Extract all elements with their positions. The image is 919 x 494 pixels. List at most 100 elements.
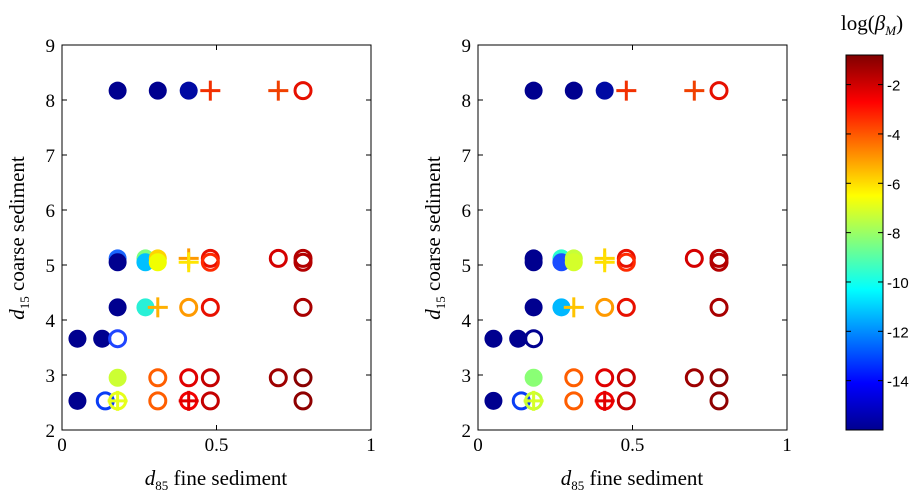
left-panel: 0 0.5 1 2 3 4 5 6 7 8 9 d85 fine sediment d15 coar…	[5, 36, 376, 493]
left-point-open	[200, 368, 220, 388]
left-scatter-points	[68, 80, 313, 411]
left-point-filled	[108, 253, 127, 272]
left-point-filled	[136, 298, 155, 317]
colorbar-tick-label: -14	[887, 374, 909, 391]
right-point-plus	[523, 390, 544, 411]
left-point-open	[293, 252, 313, 272]
left-ytick-label: 9	[46, 36, 56, 57]
colorbar-tick-label: -2	[887, 78, 900, 95]
left-point-filled	[179, 81, 198, 100]
left-xtick-label: 0	[57, 435, 67, 456]
right-panel: 0 0.5 1 2 3 4 5 6 7 8 9 d85 fine sediment d15 coar…	[421, 36, 792, 493]
right-point-filled	[524, 298, 543, 317]
left-point-open	[179, 297, 199, 317]
right-point-plus	[594, 390, 615, 411]
left-point-open	[148, 368, 168, 388]
right-ytick-label: 2	[462, 421, 472, 442]
left-xtick-label: 0.5	[205, 435, 229, 456]
right-point-filled	[524, 253, 543, 272]
right-point-plus	[563, 297, 584, 318]
left-xtick-label: 1	[366, 435, 376, 456]
right-ytick-label: 3	[462, 366, 472, 387]
left-point-open	[108, 329, 128, 349]
right-xtick-label: 0.5	[621, 435, 645, 456]
left-point-open	[293, 81, 313, 101]
right-point-open	[709, 297, 729, 317]
left-point-plus	[147, 297, 168, 318]
left-point-filled	[68, 391, 87, 410]
right-axis-ticks: 0 0.5 1 2 3 4 5 6 7 8 9	[462, 36, 792, 456]
right-point-filled	[484, 329, 503, 348]
left-point-open	[268, 248, 288, 268]
left-point-filled	[148, 253, 167, 272]
left-ytick-label: 6	[46, 201, 56, 222]
left-point-open	[148, 391, 168, 411]
left-point-open	[200, 252, 220, 272]
right-plot-area	[477, 44, 788, 431]
left-point-plus	[200, 80, 221, 101]
right-xtick-label: 0	[473, 435, 483, 456]
left-point-filled	[68, 329, 87, 348]
left-ytick-label: 7	[46, 146, 56, 167]
left-point-filled	[108, 368, 127, 387]
right-xtick-label: 1	[782, 435, 792, 456]
colorbar-tick-label: -10	[887, 275, 909, 292]
left-xlabel: d85 fine sediment	[145, 466, 288, 493]
right-point-open	[564, 368, 584, 388]
colorbar-tick-label: -8	[887, 226, 900, 243]
left-point-open	[293, 368, 313, 388]
left-ylabel: d15 coarse sediment	[5, 156, 32, 320]
right-point-open	[564, 391, 584, 411]
right-point-filled	[484, 391, 503, 410]
right-point-filled	[564, 81, 583, 100]
left-axis-ticks: 0 0.5 1 2 3 4 5 6 7 8 9	[46, 36, 376, 456]
left-ytick-label: 8	[46, 91, 56, 112]
right-point-open	[616, 391, 636, 411]
right-point-open	[684, 248, 704, 268]
right-point-filled	[595, 81, 614, 100]
right-point-plus	[684, 80, 705, 101]
right-point-open	[595, 368, 615, 388]
right-scatter-points	[484, 80, 729, 411]
left-point-open	[179, 368, 199, 388]
left-point-open	[268, 368, 288, 388]
left-point-filled	[148, 81, 167, 100]
right-point-open	[524, 329, 544, 349]
left-point-open	[293, 297, 313, 317]
right-point-open	[709, 81, 729, 101]
right-point-open	[616, 297, 636, 317]
right-point-plus	[594, 252, 615, 273]
left-point-plus	[107, 390, 128, 411]
right-ytick-label: 6	[462, 201, 472, 222]
left-point-filled	[108, 298, 127, 317]
colorbar-tick-label: -12	[887, 324, 909, 341]
left-point-plus	[178, 252, 199, 273]
right-ytick-label: 5	[462, 256, 472, 277]
right-point-open	[709, 252, 729, 272]
left-point-filled	[108, 81, 127, 100]
right-point-filled	[564, 253, 583, 272]
left-ytick-label: 3	[46, 366, 56, 387]
right-point-open	[616, 252, 636, 272]
right-ytick-label: 7	[462, 146, 472, 167]
left-point-filled	[93, 329, 112, 348]
right-point-filled	[524, 81, 543, 100]
right-point-plus	[616, 80, 637, 101]
right-xlabel: d85 fine sediment	[561, 466, 704, 493]
left-ytick-label: 5	[46, 256, 56, 277]
colorbar-tick-label: -6	[887, 176, 900, 193]
right-point-filled	[509, 329, 528, 348]
right-point-open	[616, 368, 636, 388]
right-point-filled	[524, 368, 543, 387]
left-ytick-label: 2	[46, 421, 56, 442]
right-point-open	[595, 297, 615, 317]
left-point-open	[293, 391, 313, 411]
left-point-plus	[268, 80, 289, 101]
left-point-open	[200, 391, 220, 411]
left-point-open	[200, 297, 220, 317]
colorbar-tick-label: -4	[887, 127, 900, 144]
right-point-open	[709, 368, 729, 388]
right-point-open	[709, 391, 729, 411]
right-ytick-label: 9	[462, 36, 472, 57]
